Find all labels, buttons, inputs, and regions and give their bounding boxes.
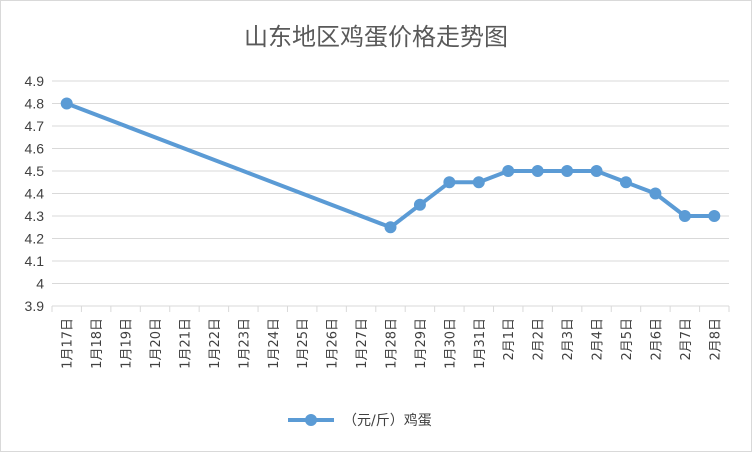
x-tick-label: 1月18日 [90,318,105,369]
data-point [561,165,574,177]
series-layer [60,97,721,234]
x-tick-label: 2月7日 [679,318,694,361]
x-tick-label: 1月27日 [355,318,370,369]
data-point [502,165,515,177]
y-tick-label: 4.6 [25,141,45,157]
data-point [60,97,73,110]
y-tick-label: 4.1 [25,253,45,269]
x-axis-ticks: 1月17日 1月18日 1月19日 1月20日 1月21日 1月22日 1月23日 1月24日… [51,306,730,369]
x-tick-label: 2月2日 [532,318,547,361]
data-point [472,176,485,189]
x-tick-label: 1月24日 [267,318,282,369]
x-tick-label: 1月31日 [473,318,488,369]
y-axis-ticks: 3.9 4 4.1 4.2 4.3 4.4 4.5 4.6 4.7 4.8 4.9 [25,73,45,314]
x-tick-label: 2月4日 [591,318,606,361]
data-point [443,176,456,189]
x-tick-label: 1月20日 [149,318,164,369]
x-tick-label: 1月26日 [326,318,341,369]
y-tick-label: 4.3 [25,208,45,224]
x-tick-label: 1月21日 [178,318,193,369]
y-tick-label: 4.2 [25,231,45,247]
data-point [531,165,544,177]
data-point [590,165,603,177]
y-tick-label: 3.9 [25,298,45,314]
data-point [649,187,662,200]
x-tick-label: 2月5日 [620,318,635,361]
x-tick-label: 1月17日 [61,318,76,369]
chart-title: 山东地区鸡蛋价格走势图 [244,23,508,51]
x-tick-label: 2月8日 [708,318,723,361]
x-tick-label: 1月23日 [237,318,252,369]
legend-label: （元/斤）鸡蛋 [343,412,432,429]
gridlines [52,80,729,307]
x-tick-label: 1月28日 [385,318,400,369]
y-tick-label: 4.7 [25,118,45,134]
series-line [64,101,717,230]
data-point [413,198,426,211]
x-tick-label: 1月29日 [414,318,429,369]
y-tick-label: 4.9 [25,73,45,89]
y-tick-label: 4.8 [25,96,45,112]
x-tick-label: 1月25日 [296,318,311,369]
y-tick-label: 4.4 [25,186,45,202]
x-tick-label: 1月22日 [208,318,223,369]
legend-marker-swatch [305,414,317,426]
data-point [678,210,691,222]
legend: （元/斤）鸡蛋 [288,412,432,429]
x-tick-label: 2月6日 [649,318,664,361]
data-point [708,210,721,222]
data-point [619,176,632,189]
x-tick-label: 1月19日 [120,318,135,369]
x-tick-label: 2月1日 [502,318,517,361]
y-tick-label: 4.5 [25,163,45,179]
x-tick-label: 1月30日 [443,318,458,369]
data-point [384,221,397,234]
y-tick-label: 4 [36,276,44,292]
x-tick-label: 2月3日 [561,318,576,361]
